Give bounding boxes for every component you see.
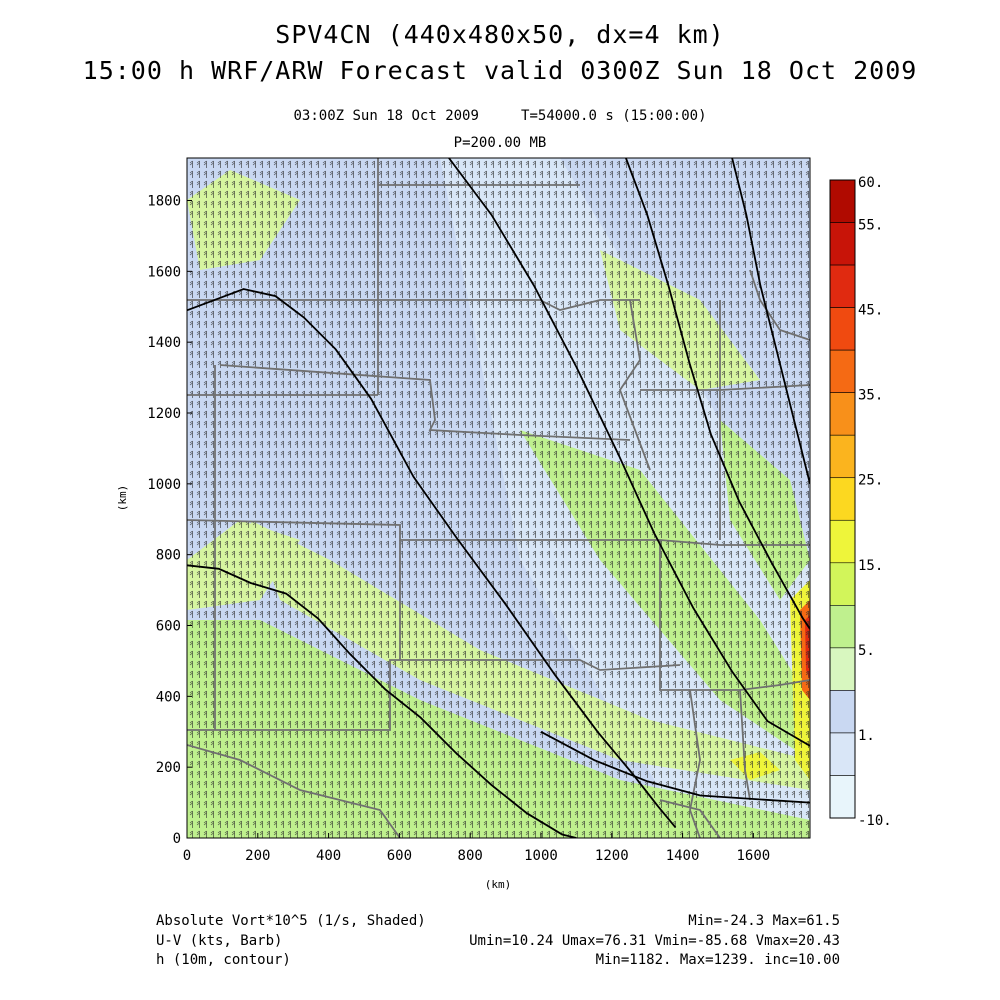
colorbar-swatch: [829, 222, 856, 266]
y-tick-label: 400: [156, 689, 181, 705]
colorbar-swatch: [829, 647, 856, 691]
pressure-level-line: P=200.00 MB: [453, 135, 547, 151]
y-tick-label: 200: [156, 760, 181, 776]
y-tick-label: 600: [156, 619, 181, 635]
colorbar-swatch: [829, 349, 856, 393]
x-tick-label: 800: [458, 848, 483, 864]
colorbar-swatch: [829, 775, 856, 819]
x-tick-label: 1600: [737, 848, 771, 864]
x-tick-label: 600: [387, 848, 412, 864]
y-tick-label: 1600: [147, 264, 181, 280]
colorbar-label: -10.: [858, 813, 892, 829]
state-border-line: [187, 744, 401, 838]
colorbar-swatch: [829, 179, 856, 223]
contour-field-stats: Min=1182. Max=1239. inc=10.00: [596, 952, 840, 968]
state-border-line: [618, 299, 651, 471]
colorbar-label: 60.: [858, 175, 883, 191]
colorbar-swatch: [829, 690, 856, 734]
barb-field-stats: Umin=10.24 Umax=76.31 Vmin=-85.68 Vmax=2…: [469, 933, 840, 949]
x-tick-label: 1000: [524, 848, 558, 864]
colorbar: 60. 55. 45. 35. 25. 15. 5. 1. -10.: [829, 175, 892, 829]
height-contour-line: [187, 288, 677, 828]
state-border-line: [187, 519, 810, 546]
colorbar-swatch: [829, 732, 856, 776]
height-contour-line: [731, 158, 810, 485]
height-contour-line: [187, 564, 577, 838]
colorbar-label: 5.: [858, 643, 875, 659]
colorbar-label: 55.: [858, 218, 883, 234]
height-contour-line: [448, 158, 810, 747]
y-tick-label: 1000: [147, 477, 181, 493]
x-tick-label: 1400: [666, 848, 700, 864]
state-border-line: [659, 799, 721, 838]
colorbar-label: 15.: [858, 558, 883, 574]
contour-field-label: h (10m, contour): [156, 952, 291, 968]
colorbar-label: 25.: [858, 473, 883, 489]
y-axis-label: (km): [116, 485, 129, 512]
y-tick-label: 1800: [147, 194, 181, 210]
plot-frame: [186, 157, 811, 839]
state-border-line: [689, 689, 701, 838]
colorbar-frame: [829, 179, 856, 819]
shaded-field-label: Absolute Vort*10^5 (1/s, Shaded): [156, 913, 426, 929]
x-tick-label: 400: [316, 848, 341, 864]
height-contours: [187, 158, 810, 838]
colorbar-label: 35.: [858, 388, 883, 404]
state-border-line: [378, 299, 640, 311]
y-tick-label: 0: [173, 831, 181, 847]
colorbar-swatch: [829, 307, 856, 351]
colorbar-swatch: [829, 392, 856, 436]
state-border-line: [690, 679, 810, 691]
valid-time-line: 03:00Z Sun 18 Oct 2009 T=54000.0 s (15:0…: [293, 108, 707, 124]
plot-title-line1: SPV4CN (440x480x50, dx=4 km): [275, 20, 725, 49]
colorbar-swatch: [829, 434, 856, 479]
height-contour-line: [625, 158, 810, 630]
height-contour-line: [540, 731, 810, 804]
vorticity-shading: [187, 158, 810, 838]
state-border-line: [219, 364, 631, 441]
y-tick-label: 1400: [147, 335, 181, 351]
wind-barbs-field: [187, 158, 810, 838]
colorbar-swatch: [829, 264, 856, 308]
state-border-line: [659, 540, 690, 691]
x-tick-label: 200: [245, 848, 270, 864]
colorbar-swatch: [829, 477, 856, 521]
y-tick-label: 1200: [147, 406, 181, 422]
y-tick-label: 800: [156, 548, 181, 564]
x-tick-label: 0: [183, 848, 191, 864]
shaded-field-stats: Min=-24.3 Max=61.5: [688, 913, 840, 929]
state-borders: [187, 158, 810, 838]
colorbar-swatch: [829, 519, 856, 564]
plot-title-line2: 15:00 h WRF/ARW Forecast valid 0300Z Sun…: [82, 56, 918, 85]
y-axis: 0 200 400 600 800 1000 1200 1400 1600 1800: [147, 194, 192, 847]
barb-field-label: U-V (kts, Barb): [156, 933, 282, 949]
colorbar-label: 1.: [858, 728, 875, 744]
colorbar-swatch: [829, 562, 856, 606]
state-border-line: [749, 269, 810, 341]
x-axis: 0 200 400 600 800 1000 1200 1400 1600: [183, 833, 770, 864]
plot-area: [186, 157, 811, 839]
colorbar-swatch: [829, 605, 856, 649]
x-axis-label: (km): [485, 878, 512, 891]
state-border-line: [739, 689, 751, 801]
x-tick-label: 1200: [595, 848, 629, 864]
state-border-line: [187, 659, 681, 731]
colorbar-label: 45.: [858, 303, 883, 319]
